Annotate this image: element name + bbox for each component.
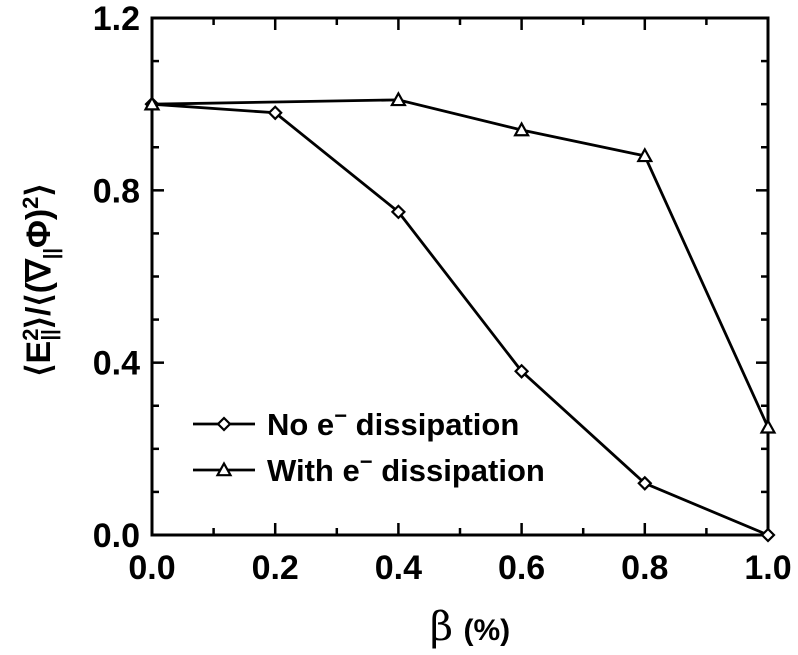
- legend-item-2: With e− dissipation: [193, 449, 545, 488]
- series-layer: [143, 91, 777, 543]
- legend-marker: [215, 461, 233, 477]
- data-point: [513, 121, 530, 137]
- y-tick-label: 0.0: [93, 517, 140, 555]
- x-axis-label: β (%): [430, 604, 510, 650]
- y-tick-label: 1.2: [93, 0, 140, 38]
- data-point: [267, 105, 283, 121]
- x-tick-label: 0.0: [128, 549, 175, 587]
- series-line: [151, 102, 769, 537]
- y-tick-label: 0.8: [93, 172, 140, 210]
- series-2: [143, 91, 777, 434]
- series-line: [151, 98, 770, 428]
- x-tick-label: 0.4: [375, 549, 422, 587]
- data-point: [759, 418, 777, 434]
- legend: No e− dissipation With e− dissipation: [193, 403, 545, 488]
- legend-label: With e− dissipation: [267, 449, 545, 488]
- data-point: [636, 147, 654, 163]
- data-point: [390, 204, 406, 220]
- legend-label: No e− dissipation: [267, 403, 519, 442]
- data-point: [514, 363, 530, 379]
- x-tick-label: 0.2: [252, 549, 299, 587]
- x-tick-label: 1.0: [744, 549, 791, 587]
- x-tick-label: 0.8: [621, 549, 668, 587]
- data-point: [143, 95, 161, 111]
- y-axis-label: ⟨E2||⟩/⟨(∇||Φ)2⟩: [18, 183, 63, 376]
- data-point: [760, 527, 776, 543]
- x-tick-label: 0.6: [498, 549, 545, 587]
- data-point: [637, 475, 653, 491]
- y-tick-label: 0.4: [93, 345, 140, 383]
- legend-marker: [216, 416, 232, 432]
- data-point: [390, 91, 407, 107]
- series-1: [144, 96, 776, 543]
- x-axis-symbol: β: [430, 604, 453, 650]
- tick-labels: 0.0 0.2 0.4 0.6 0.8 1.0 0.0 0.4 0.8 1.2: [93, 0, 792, 587]
- legend-item-1: No e− dissipation: [193, 403, 519, 442]
- x-axis-unit: (%): [463, 614, 510, 647]
